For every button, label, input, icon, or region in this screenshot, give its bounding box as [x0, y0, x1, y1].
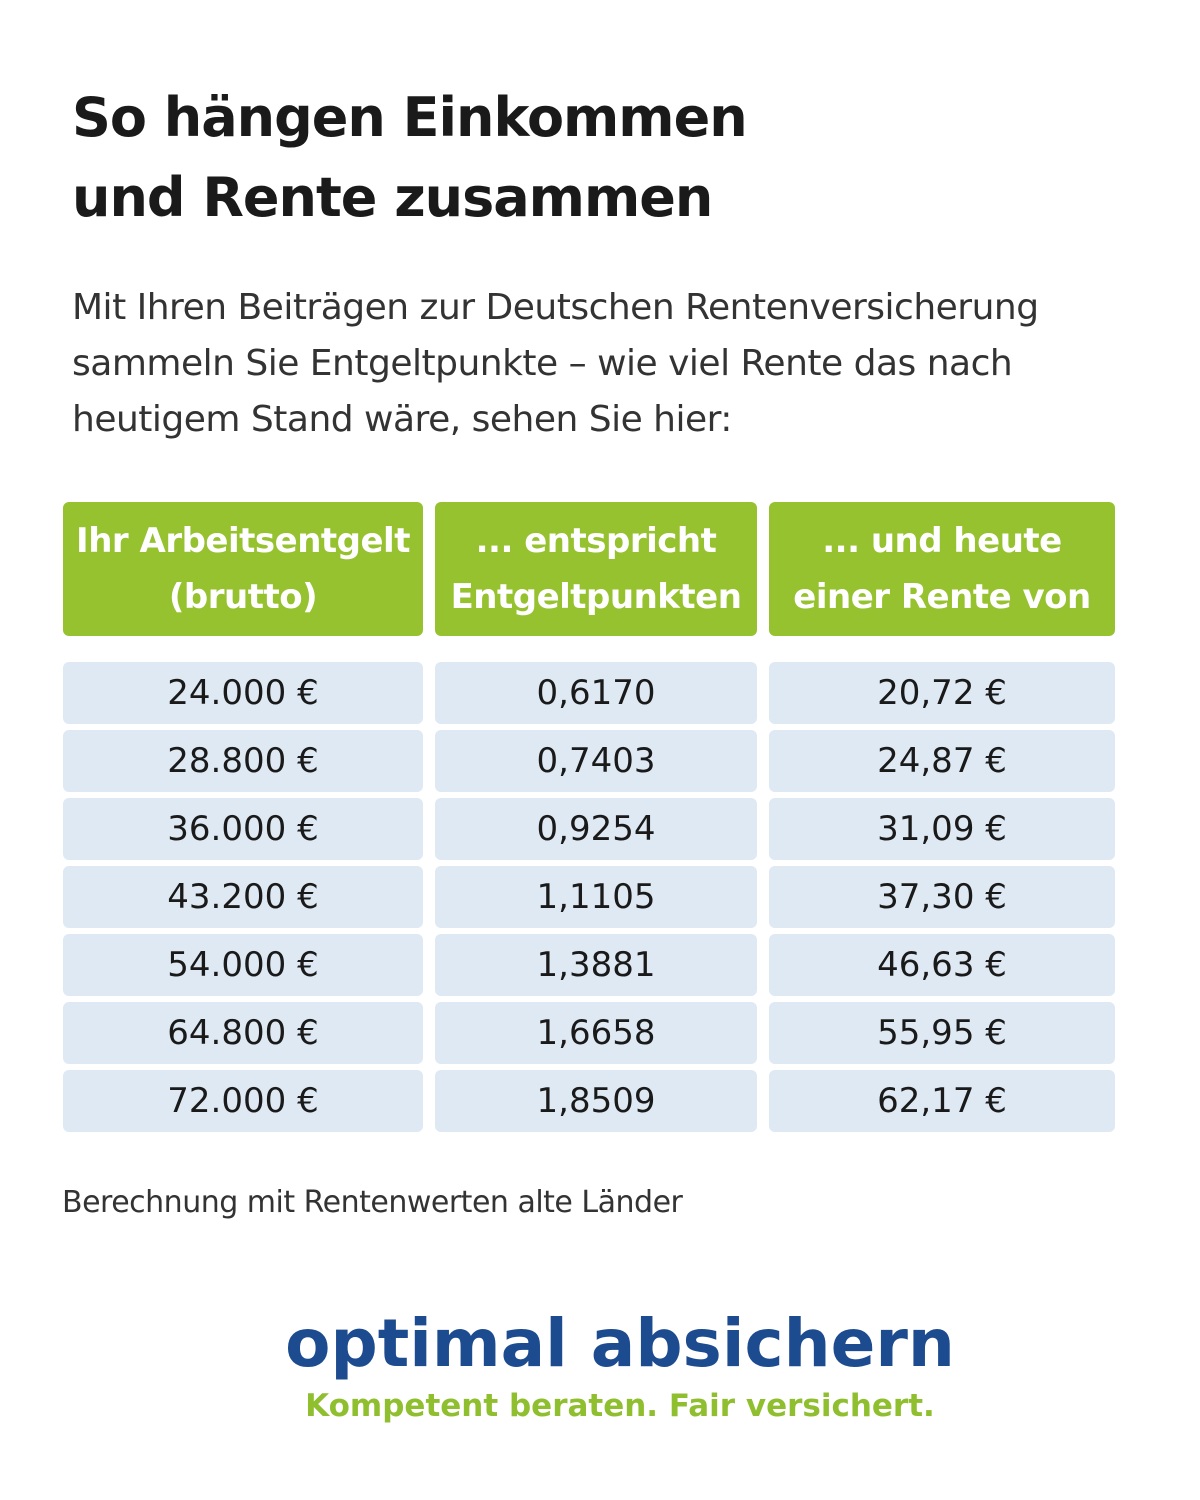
table-row: 43.200 €1,1105 37,30 €	[63, 860, 1115, 928]
table-cell: 28.800 €	[63, 730, 423, 792]
table-row: 36.000 €0,9254 31,09 €	[63, 792, 1115, 860]
header-line: ... entspricht	[475, 521, 717, 561]
table-row: 24.000 €0,6170 20,72 €	[63, 656, 1115, 724]
table-cell: 46,63 €	[769, 934, 1115, 996]
table-cell: 31,09 €	[769, 798, 1115, 860]
header-text: Ihr Arbeitsentgelt (brutto)	[76, 513, 410, 625]
table-cell: 20,72 €	[769, 662, 1115, 724]
header-line: ... und heute	[822, 521, 1062, 561]
title-line: und Rente zusammen	[72, 166, 713, 229]
table-cell: 0,7403	[435, 730, 757, 792]
slogan: Kompetent beraten. Fair versichert.	[305, 1388, 935, 1424]
header-cell: Ihr Arbeitsentgelt (brutto)	[63, 502, 423, 636]
table-cell: 72.000 €	[63, 1070, 423, 1132]
table-cell: 0,9254	[435, 798, 757, 860]
title-line: So hängen Einkommen	[72, 86, 748, 149]
header-line: Ihr Arbeitsentgelt	[76, 521, 410, 561]
header-line: einer Rente von	[793, 577, 1091, 617]
header-line: (brutto)	[168, 577, 318, 617]
table-cell: 1,8509	[435, 1070, 757, 1132]
table: Ihr Arbeitsentgelt (brutto) ... entspricht…	[63, 502, 1115, 1132]
brand: optimal absichern	[285, 1305, 955, 1382]
table-cell: 24,87 €	[769, 730, 1115, 792]
header-text: ... entspricht Entgeltpunkten	[451, 513, 742, 625]
table-row: 28.800 €0,7403 24,87 €	[63, 724, 1115, 792]
table-cell: 37,30 €	[769, 866, 1115, 928]
table-row: 64.800 €1,6658 55,95 €	[63, 996, 1115, 1064]
table-cell: 1,1105	[435, 866, 757, 928]
table-cell: 1,6658	[435, 1002, 757, 1064]
header-text: ... und heute einer Rente von	[793, 513, 1091, 625]
table-cell: 55,95 €	[769, 1002, 1115, 1064]
table-row: 54.000 €1,3881 46,63 €	[63, 928, 1115, 996]
table-cell: 43.200 €	[63, 866, 423, 928]
table-cell: 64.800 €	[63, 1002, 423, 1064]
footnote: Berechnung mit Rentenwerten alte Länder	[62, 1185, 683, 1220]
table-cell: 24.000 €	[63, 662, 423, 724]
title: So hängen Einkommen und Rente zusammen	[72, 78, 748, 238]
intro: Mit Ihren Beiträgen zur Deutschen Renten…	[72, 287, 1039, 440]
header-cell: ... entspricht Entgeltpunkten	[435, 502, 757, 636]
header-cell: ... und heute einer Rente von	[769, 502, 1115, 636]
table-cell: 54.000 €	[63, 934, 423, 996]
header-line: Entgeltpunkten	[450, 577, 742, 617]
table-cell: 0,6170	[435, 662, 757, 724]
table-cell: 1,3881	[435, 934, 757, 996]
header-row: Ihr Arbeitsentgelt (brutto) ... entspricht…	[63, 502, 1115, 636]
table-cell: 62,17 €	[769, 1070, 1115, 1132]
table-cell: 36.000 €	[63, 798, 423, 860]
table-row: 72.000 €1,8509 62,17 €	[63, 1064, 1115, 1132]
